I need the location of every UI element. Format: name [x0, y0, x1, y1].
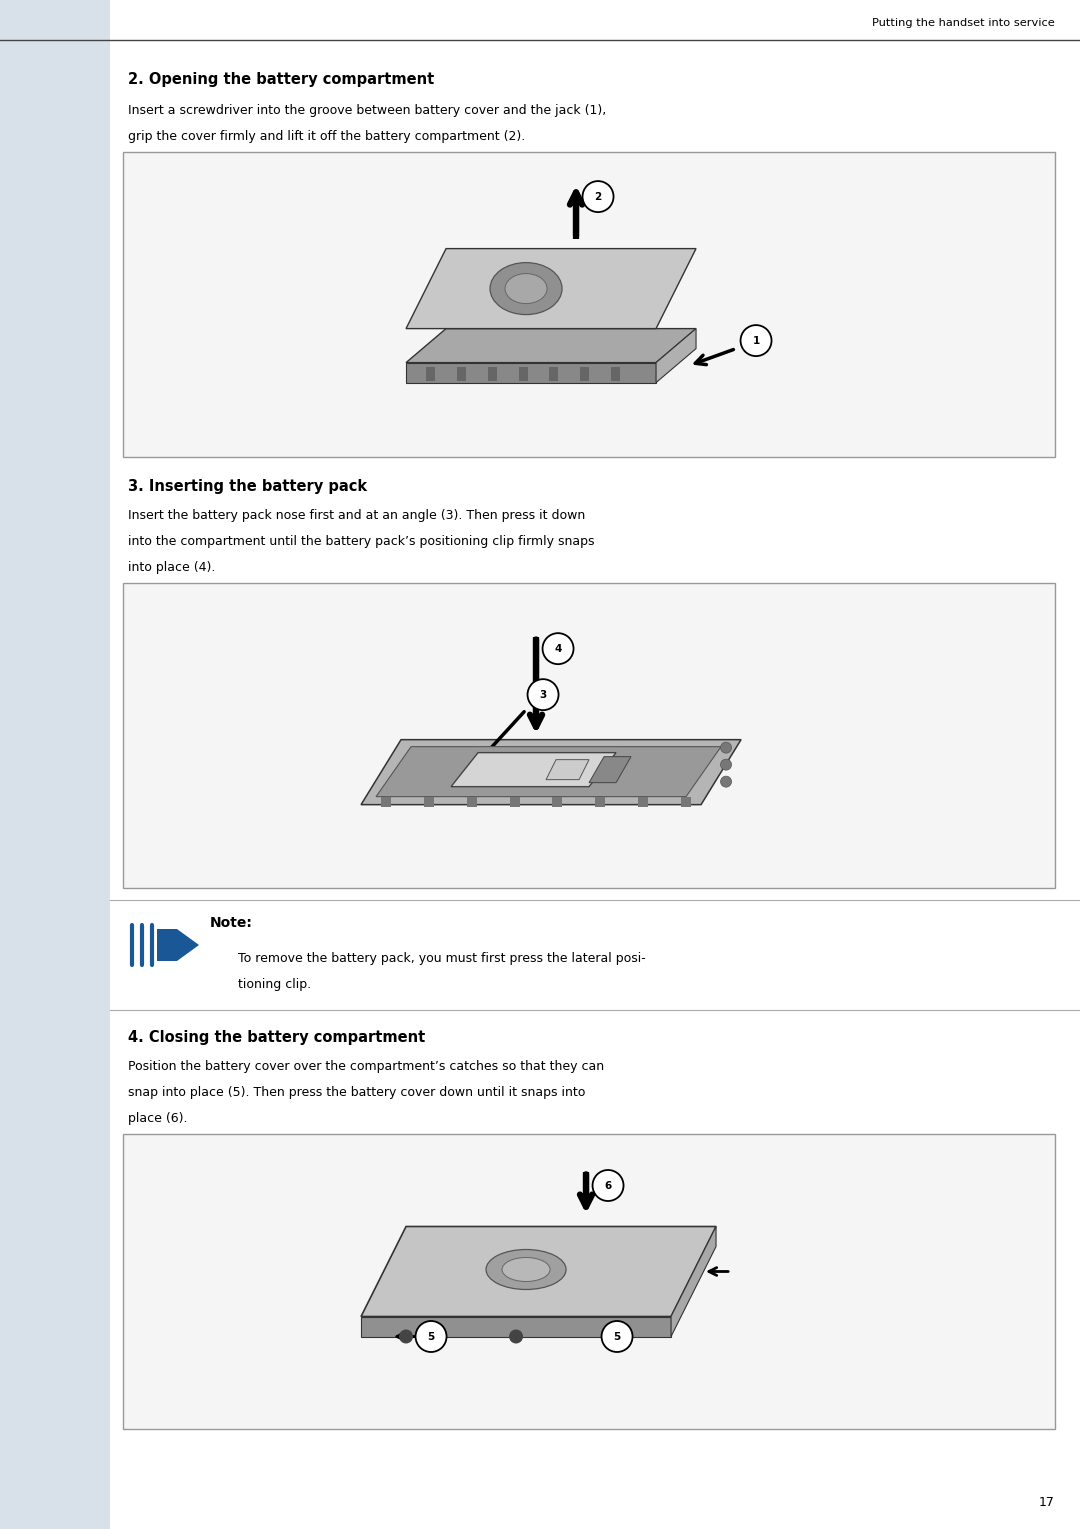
- Text: To remove the battery pack, you must first press the lateral posi-: To remove the battery pack, you must fir…: [238, 953, 646, 965]
- FancyArrow shape: [157, 930, 199, 962]
- Text: 3. Inserting the battery pack: 3. Inserting the battery pack: [129, 479, 367, 494]
- Text: into the compartment until the battery pack’s positioning clip firmly snaps: into the compartment until the battery p…: [129, 535, 594, 547]
- Polygon shape: [361, 1226, 716, 1316]
- Bar: [580, 367, 590, 381]
- Text: into place (4).: into place (4).: [129, 561, 215, 573]
- Text: 4. Closing the battery compartment: 4. Closing the battery compartment: [129, 1031, 426, 1044]
- Polygon shape: [656, 329, 696, 382]
- Bar: [457, 367, 465, 381]
- Text: 2. Opening the battery compartment: 2. Opening the battery compartment: [129, 72, 434, 87]
- Ellipse shape: [502, 1257, 550, 1281]
- Circle shape: [416, 1321, 446, 1352]
- Text: Insert the battery pack nose first and at an angle (3). Then press it down: Insert the battery pack nose first and a…: [129, 509, 585, 521]
- Circle shape: [602, 1321, 633, 1352]
- Bar: [553, 797, 563, 807]
- Text: 17: 17: [1039, 1495, 1055, 1509]
- Circle shape: [609, 1330, 623, 1344]
- Text: 2: 2: [594, 191, 602, 202]
- Text: 5: 5: [428, 1332, 434, 1341]
- Bar: [638, 797, 648, 807]
- Circle shape: [720, 742, 731, 754]
- Bar: [595, 797, 605, 807]
- Text: snap into place (5). Then press the battery cover down until it snaps into: snap into place (5). Then press the batt…: [129, 1086, 585, 1099]
- Ellipse shape: [505, 274, 548, 304]
- Polygon shape: [406, 329, 696, 362]
- Text: Insert a screwdriver into the groove between battery cover and the jack (1),: Insert a screwdriver into the groove bet…: [129, 104, 606, 118]
- Bar: [123, 151, 1055, 457]
- Text: grip the cover firmly and lift it off the battery compartment (2).: grip the cover firmly and lift it off th…: [129, 130, 525, 144]
- Circle shape: [527, 679, 558, 709]
- Circle shape: [399, 1330, 413, 1344]
- Bar: [510, 797, 519, 807]
- Text: Note:: Note:: [210, 916, 253, 930]
- Text: 5: 5: [613, 1332, 621, 1341]
- Circle shape: [542, 633, 573, 664]
- Circle shape: [509, 1330, 523, 1344]
- Polygon shape: [361, 1316, 671, 1336]
- Text: 1: 1: [753, 335, 759, 346]
- Circle shape: [593, 1170, 623, 1200]
- Circle shape: [741, 326, 771, 356]
- Text: 6: 6: [605, 1180, 611, 1191]
- Bar: [423, 797, 434, 807]
- Circle shape: [720, 777, 731, 787]
- Polygon shape: [406, 249, 696, 329]
- Polygon shape: [361, 740, 741, 804]
- Bar: [381, 797, 391, 807]
- Bar: [467, 797, 476, 807]
- Bar: [488, 367, 497, 381]
- Text: Putting the handset into service: Putting the handset into service: [873, 18, 1055, 28]
- Bar: [681, 797, 691, 807]
- Bar: [426, 367, 435, 381]
- Polygon shape: [546, 760, 589, 780]
- Circle shape: [720, 760, 731, 771]
- Bar: [611, 367, 620, 381]
- Polygon shape: [671, 1226, 716, 1336]
- Text: 4: 4: [554, 644, 562, 654]
- Text: Position the battery cover over the compartment’s catches so that they can: Position the battery cover over the comp…: [129, 1060, 604, 1073]
- Polygon shape: [451, 752, 616, 786]
- Circle shape: [582, 180, 613, 213]
- Text: 3: 3: [539, 690, 546, 700]
- Polygon shape: [376, 746, 721, 797]
- Polygon shape: [406, 362, 656, 382]
- Text: tioning clip.: tioning clip.: [238, 979, 311, 991]
- Bar: [123, 583, 1055, 888]
- Polygon shape: [589, 757, 631, 783]
- Bar: [123, 1135, 1055, 1430]
- Bar: [550, 367, 558, 381]
- Bar: [0, 0, 110, 1529]
- Ellipse shape: [486, 1249, 566, 1289]
- Ellipse shape: [490, 263, 562, 315]
- Bar: [518, 367, 527, 381]
- Text: place (6).: place (6).: [129, 1112, 188, 1125]
